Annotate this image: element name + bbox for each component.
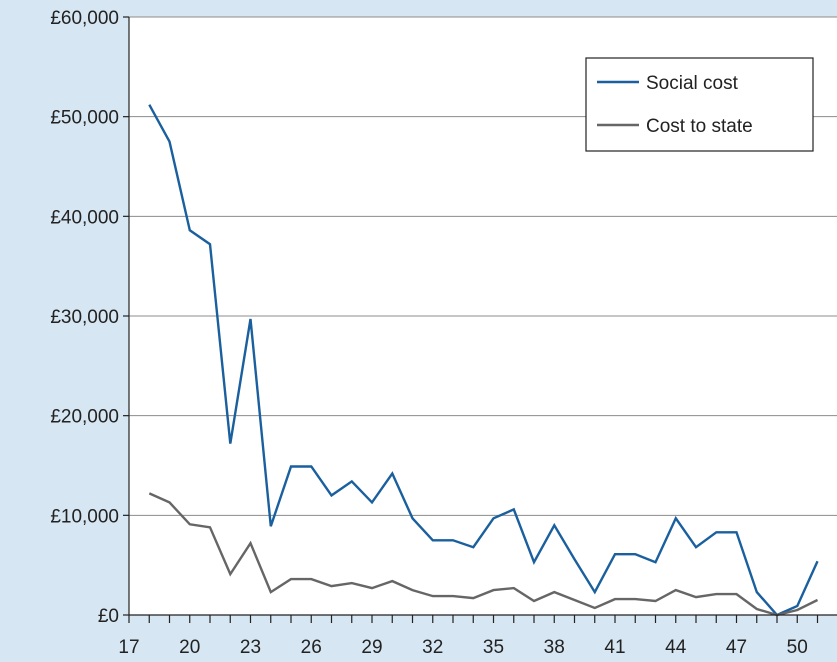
x-tick-label: 29 — [361, 637, 382, 658]
x-tick-label: 20 — [179, 637, 200, 658]
x-tick-label: 47 — [726, 637, 747, 658]
x-tick-label: 26 — [301, 637, 322, 658]
series-line-social-cost — [148, 104, 819, 617]
x-tick-label: 41 — [604, 637, 625, 658]
series-layer — [148, 104, 819, 617]
y-tick-label: £50,000 — [50, 108, 119, 129]
y-tick-label: £10,000 — [50, 506, 119, 527]
legend-box — [585, 57, 814, 152]
x-tick-label: 50 — [787, 637, 808, 658]
y-tick-label: £60,000 — [50, 8, 119, 29]
y-tick-label: £40,000 — [50, 207, 119, 228]
legend: Social cost Cost to state — [585, 57, 814, 152]
legend-label: Social cost — [646, 73, 739, 94]
y-tick-label: £20,000 — [50, 407, 119, 428]
legend-label: Cost to state — [646, 116, 753, 137]
x-tick-label: 23 — [240, 637, 261, 658]
y-tick-label: £0 — [98, 606, 119, 627]
x-tick-label: 44 — [665, 637, 687, 658]
y-tick-label: £30,000 — [50, 307, 119, 328]
axes: £0 £10,000 £20,000 £30,000 £40,000 £50,000 £60… — [50, 8, 837, 658]
x-tick-label: 32 — [422, 637, 443, 658]
x-tick-label: 17 — [118, 637, 139, 658]
gridlines — [129, 16, 837, 516]
x-tick-label: 38 — [544, 637, 565, 658]
series-line-cost-to-state — [148, 492, 819, 617]
x-tick-label: 35 — [483, 637, 504, 658]
